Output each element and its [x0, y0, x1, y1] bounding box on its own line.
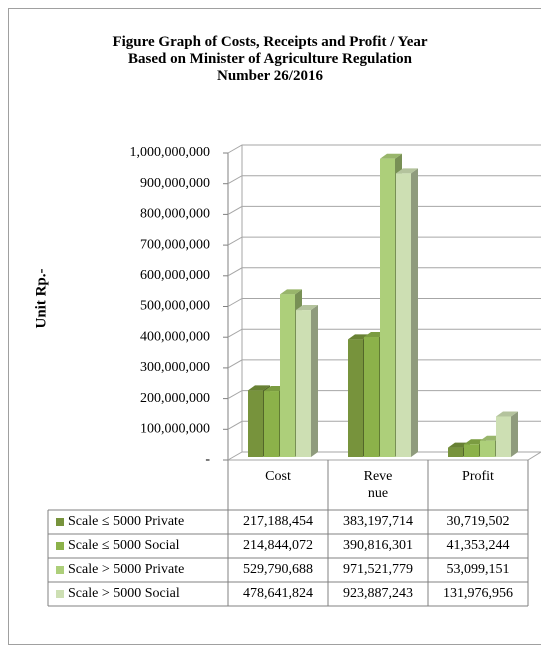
table-value: 478,641,824: [243, 586, 313, 601]
grid-line: [227, 298, 541, 307]
legend-swatch: [56, 518, 64, 526]
bar-top-shade: [496, 411, 518, 417]
table-value: 383,197,714: [343, 514, 413, 529]
bar: [264, 391, 279, 457]
grid-line: [227, 267, 541, 277]
bar-top: [496, 411, 518, 417]
x-tick-label: Profit: [462, 469, 494, 484]
grid-line: [227, 390, 541, 400]
bar-side: [411, 168, 418, 457]
legend-label: Scale ≤ 5000 Private: [68, 514, 184, 529]
bar-top: [280, 289, 302, 295]
y-tick-label: 700,000,000: [140, 237, 210, 252]
bar-side-shade: [511, 411, 518, 457]
bar-side-shade: [311, 305, 318, 457]
grid-line: [227, 328, 541, 338]
grid-line: [227, 451, 541, 461]
legend-label: Scale > 5000 Private: [68, 562, 184, 577]
y-tick-label: 300,000,000: [140, 360, 210, 375]
table-value: 41,353,244: [447, 538, 510, 553]
bar: [380, 158, 395, 458]
bar-top: [296, 305, 318, 311]
bar: [464, 444, 479, 457]
y-tick-label: 900,000,000: [140, 176, 210, 191]
table-value: 529,790,688: [243, 562, 313, 577]
table-value: 30,719,502: [447, 514, 510, 529]
legend-swatch: [56, 590, 64, 598]
grid-line: [227, 175, 541, 185]
table-value: 923,887,243: [343, 586, 413, 601]
table-value: 971,521,779: [343, 562, 413, 577]
legend-swatch: [56, 542, 64, 550]
bar: [480, 440, 495, 457]
bar: [396, 173, 411, 457]
bar-top-shade: [296, 305, 318, 311]
x-tick-label: Reve nue: [363, 469, 393, 501]
bar-top-shade: [280, 289, 302, 295]
bar-top-shade: [396, 168, 418, 174]
bar-top: [396, 168, 418, 174]
y-tick-label: 400,000,000: [140, 329, 210, 344]
x-tick-cell: Reve nue: [363, 469, 393, 501]
bar-top: [248, 385, 270, 391]
y-tick-label: -: [205, 452, 210, 467]
y-axis-label: Unit Rp.-: [33, 268, 50, 329]
grid-line: [227, 420, 541, 430]
bar-side-shade: [411, 168, 418, 457]
bar: [364, 337, 379, 457]
bar-side: [311, 305, 318, 457]
y-tick-label: 1,000,000,000: [130, 145, 211, 160]
y-tick-label: 100,000,000: [140, 422, 210, 437]
table-value: 53,099,151: [447, 562, 510, 577]
y-tick-label: 200,000,000: [140, 391, 210, 406]
chart-title: Figure Graph of Costs, Receipts and Prof…: [112, 34, 428, 84]
grid-line: [227, 205, 541, 215]
x-tick-cell: Profit: [462, 469, 494, 484]
y-tick-label: 600,000,000: [140, 268, 210, 283]
legend-swatch: [56, 566, 64, 574]
bar-top: [380, 153, 402, 159]
table-value: 217,188,454: [243, 514, 313, 529]
grid-line: [227, 144, 541, 154]
y-tick-label: 500,000,000: [140, 299, 210, 314]
table-value: 131,976,956: [443, 586, 513, 601]
x-tick-label: Cost: [265, 469, 291, 484]
table-value: 214,844,072: [243, 538, 313, 553]
grid-line: [227, 359, 541, 369]
y-tick-label: 800,000,000: [140, 207, 210, 222]
grid-line: [227, 236, 541, 246]
table-value: 390,816,301: [343, 538, 413, 553]
legend-label: Scale ≤ 5000 Social: [68, 538, 180, 553]
legend-label: Scale > 5000 Social: [68, 586, 180, 601]
bar: [280, 294, 295, 457]
bar-top-shade: [248, 385, 270, 391]
bar: [448, 447, 463, 457]
bar-top-shade: [380, 153, 402, 159]
bar: [296, 310, 311, 457]
chart-frame: [8, 8, 541, 645]
bar: [348, 339, 363, 457]
bar: [496, 416, 511, 457]
bar: [248, 390, 263, 457]
x-tick-cell: Cost: [265, 469, 291, 484]
bar-side: [511, 411, 518, 457]
